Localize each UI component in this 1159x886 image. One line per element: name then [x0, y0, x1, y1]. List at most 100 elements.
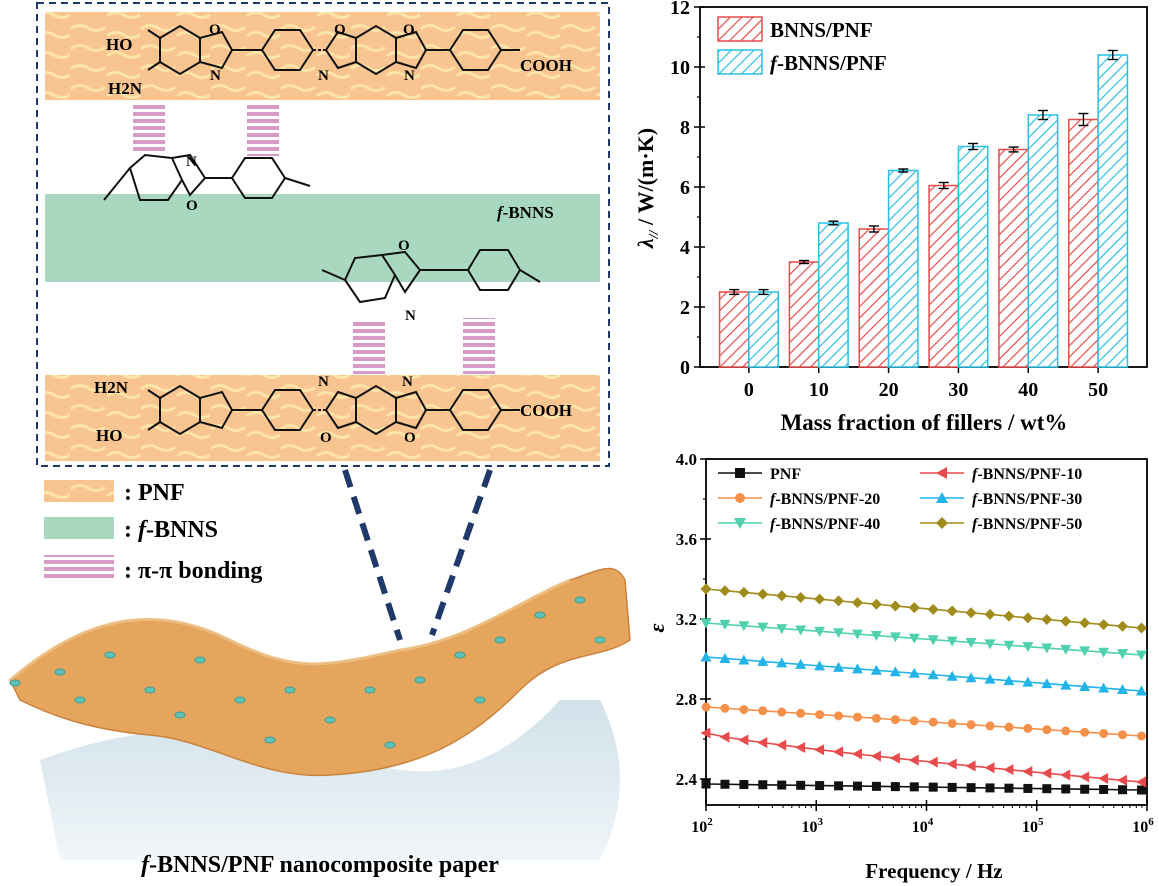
- legend-swatch-bnns: [44, 517, 114, 539]
- bar-f-bnns-pnf: [748, 291, 779, 368]
- data-point: [1003, 675, 1015, 686]
- data-point: [851, 663, 863, 674]
- legend-label: f-BNNS/PNF-40: [770, 516, 880, 533]
- data-point: [985, 721, 995, 731]
- bar-bnns-pnf: [718, 291, 750, 368]
- data-point: [946, 670, 958, 681]
- data-point: [795, 625, 807, 636]
- legend-label-bnns: : f-BNNS: [124, 517, 218, 543]
- bar-bnns-pnf: [858, 228, 890, 368]
- data-point: [1117, 620, 1129, 632]
- data-point: [1023, 723, 1033, 733]
- top-ho-label: HO: [106, 35, 132, 54]
- bar-plot-frame: [699, 6, 1148, 368]
- data-point: [735, 468, 745, 478]
- x-tick-label: 10: [809, 379, 829, 401]
- data-point: [833, 661, 845, 672]
- pnf-layer-top: [45, 12, 600, 100]
- line-chart-xlabel: Frequency / Hz: [865, 859, 1002, 883]
- data-point: [928, 717, 938, 727]
- bar-bnns-pnf: [998, 148, 1030, 368]
- data-point: [984, 762, 995, 774]
- series-f-bnns-pnf-10: [700, 727, 1146, 788]
- top-nh2-label: H2N: [108, 79, 143, 98]
- data-point: [908, 602, 920, 614]
- data-point: [776, 624, 788, 635]
- data-point: [758, 706, 768, 716]
- series-f-bnns-pnf-50: [700, 583, 1147, 634]
- data-point: [870, 750, 881, 762]
- data-point: [984, 639, 996, 650]
- x-tick-label: 103: [802, 816, 824, 836]
- pipi-bond: [353, 322, 385, 374]
- data-point: [936, 467, 947, 479]
- line-chart-ylabel: ε: [644, 623, 669, 632]
- data-point: [700, 618, 712, 629]
- ring-o-label: O: [398, 238, 410, 254]
- data-point: [757, 588, 769, 600]
- data-point: [701, 779, 711, 789]
- bar-f-bnns-pnf: [887, 169, 919, 368]
- linker-molecule-upper: [103, 153, 311, 201]
- data-point: [1098, 682, 1110, 693]
- data-point: [908, 754, 919, 766]
- data-point: [1022, 612, 1034, 624]
- data-point: [936, 517, 948, 529]
- data-point: [947, 782, 957, 792]
- data-point: [909, 716, 919, 726]
- data-point: [795, 658, 807, 669]
- series-line: [705, 783, 1142, 791]
- data-point: [908, 667, 920, 678]
- x-tick-label: 0: [744, 379, 754, 401]
- ring-o-label: O: [403, 22, 415, 38]
- legend-swatch: [717, 16, 763, 42]
- bottom-nh2-label: H2N: [94, 378, 129, 397]
- data-point: [889, 600, 901, 612]
- data-point: [834, 711, 844, 721]
- schematic-panel: HO H2N COOH O N N O O N N O f-BNNS O N: [9, 2, 631, 878]
- legend-swatch-pnf: [44, 480, 114, 502]
- data-point: [1060, 615, 1072, 627]
- ring-o-label: O: [209, 22, 221, 38]
- ring-o-label: O: [334, 22, 346, 38]
- data-point: [719, 652, 731, 663]
- data-point: [928, 782, 938, 792]
- data-point: [1061, 784, 1071, 794]
- data-point: [927, 635, 939, 646]
- series-line: [705, 588, 1142, 629]
- data-point: [776, 657, 788, 668]
- data-point: [1022, 765, 1033, 777]
- ring-n-label: N: [318, 68, 329, 84]
- x-tick-label: 104: [912, 816, 934, 836]
- y-tick-label: 3.2: [676, 610, 697, 629]
- data-point: [1060, 679, 1072, 690]
- data-point: [1135, 622, 1147, 634]
- data-point: [1022, 676, 1034, 687]
- data-point: [814, 593, 826, 605]
- data-point: [720, 779, 730, 789]
- data-point: [719, 731, 730, 743]
- data-point: [890, 782, 900, 792]
- data-point: [909, 782, 919, 792]
- data-point: [1003, 764, 1014, 776]
- x-tick-label: 105: [1022, 816, 1044, 836]
- data-point: [965, 672, 977, 683]
- data-point: [871, 713, 881, 723]
- data-point: [1042, 725, 1052, 735]
- legend-swatch: [717, 49, 763, 75]
- data-point: [1135, 650, 1147, 661]
- data-point: [1079, 646, 1091, 657]
- y-tick-label: 10: [670, 57, 690, 79]
- data-point: [870, 598, 882, 610]
- ring-n-label: N: [405, 308, 416, 324]
- data-point: [738, 654, 750, 665]
- data-point: [795, 591, 807, 603]
- ring-o-label: O: [186, 198, 198, 214]
- legend-label-pnf: : PNF: [124, 480, 185, 506]
- series-f-bnns-pnf-40: [700, 618, 1147, 661]
- pipi-bond: [463, 318, 495, 374]
- data-point: [908, 633, 920, 644]
- x-tick-label: 40: [1018, 379, 1038, 401]
- data-point: [739, 705, 749, 715]
- bar-f-bnns-pnf: [1027, 114, 1059, 368]
